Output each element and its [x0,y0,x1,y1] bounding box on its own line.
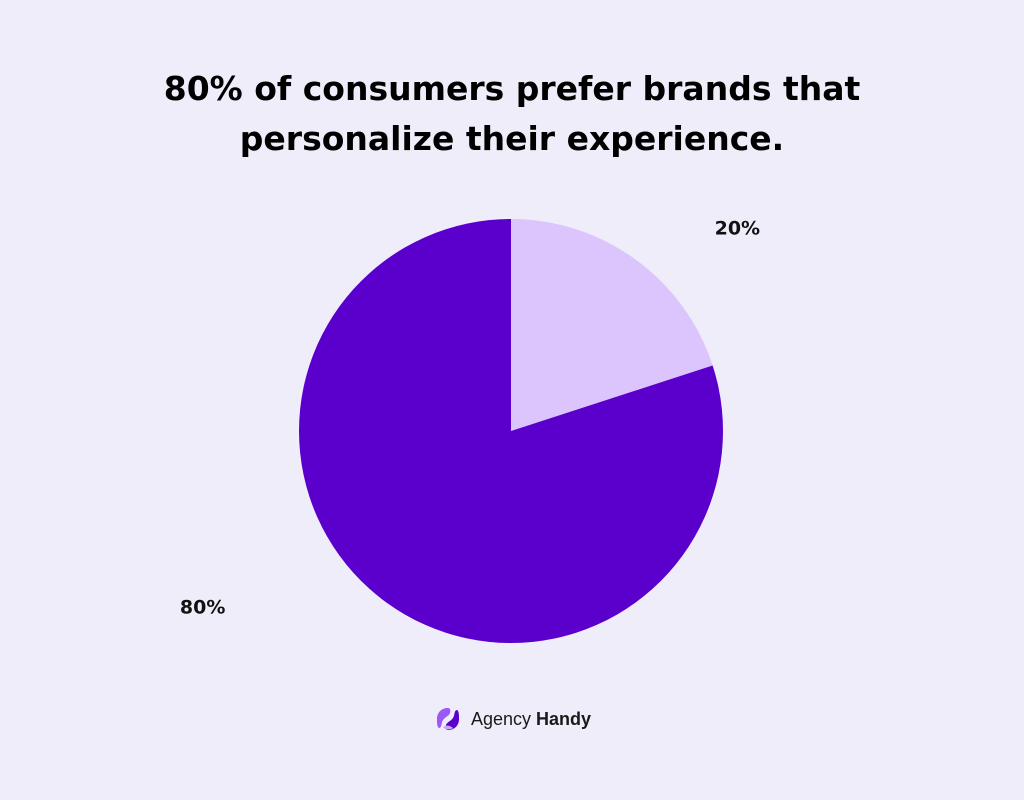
brand-name: Agency Handy [471,709,591,730]
pie-slice-20 [511,219,713,431]
chart-title-line-2: personalize their experience. [239,119,785,158]
agency-handy-logo-icon [436,708,459,730]
chart-title-line-1: 80% of consumers prefer brands that [163,69,861,108]
pie-slice-label-80: 80% [180,597,225,619]
brand-footer: Agency Handy [0,702,1024,736]
brand-name-bold: Handy [536,708,592,729]
pie-slice-label-20: 20% [715,217,760,239]
pie-slice-80 [298,219,723,643]
chart-title: 80% of consumers prefer brands that pers… [0,64,1024,164]
brand-name-regular: Agency [470,708,537,729]
